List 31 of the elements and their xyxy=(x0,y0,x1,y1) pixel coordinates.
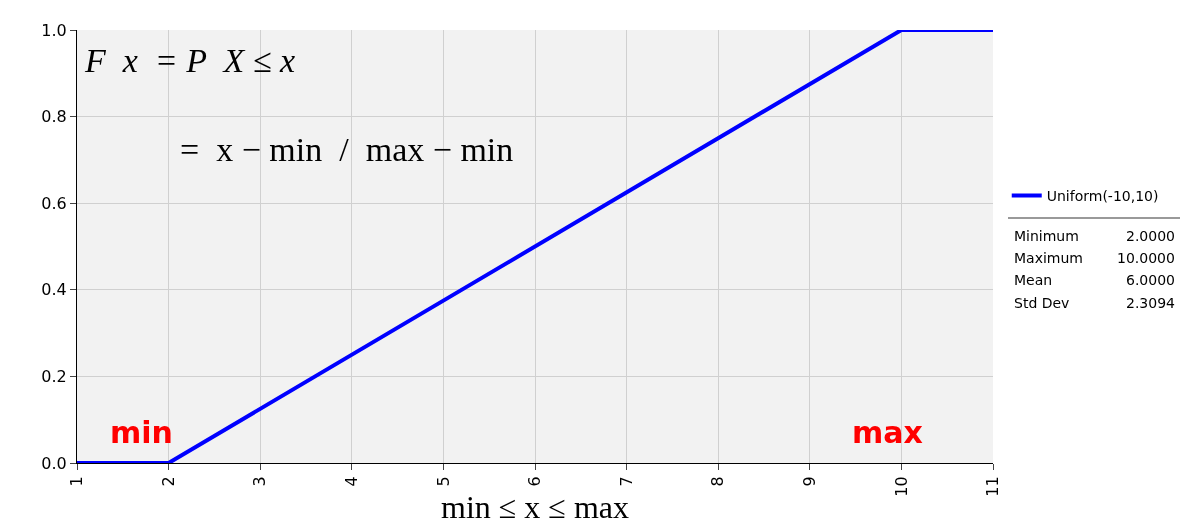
annotation: min xyxy=(110,415,173,450)
text: 2.3094 xyxy=(1126,295,1176,311)
text: 10.0000 xyxy=(1117,250,1175,266)
y-tick-label: 0.8 xyxy=(41,107,67,127)
annotation: max xyxy=(852,415,923,450)
x-tick-label: 1 xyxy=(67,476,87,487)
y-tick-label: 0.6 xyxy=(41,193,67,213)
y-tick-label: 0.4 xyxy=(41,280,67,300)
x-axis-title: min ≤ x ≤ max xyxy=(441,489,629,525)
y-tick-label: 0.2 xyxy=(41,367,67,386)
x-tick-label: 7 xyxy=(616,476,636,487)
annotation: F x = P X ≤ x xyxy=(84,42,295,79)
y-tick-label: 0.0 xyxy=(41,453,67,473)
x-tick-label: 3 xyxy=(250,476,270,487)
text: 2.0000 xyxy=(1126,228,1175,244)
text: Minimum xyxy=(1014,228,1079,244)
legend-label: Uniform(-10,10) xyxy=(1046,187,1159,204)
text: Mean xyxy=(1014,272,1053,288)
x-tick-label: 10 xyxy=(891,476,911,497)
x-tick-label: 6 xyxy=(525,476,545,487)
x-tick-label: 9 xyxy=(800,476,819,487)
x-tick-label: 4 xyxy=(342,476,361,487)
y-tick-label: 1.0 xyxy=(41,20,67,40)
annotation: = x − min / max − min xyxy=(180,131,514,168)
text: Std Dev xyxy=(1014,295,1070,311)
x-tick-label: 8 xyxy=(708,476,728,487)
x-tick-label: 5 xyxy=(433,476,453,487)
x-tick-label: 11 xyxy=(983,476,1003,497)
x-tick-label: 2 xyxy=(158,476,178,487)
text: 6.0000 xyxy=(1126,272,1175,288)
text: Maximum xyxy=(1014,250,1083,266)
